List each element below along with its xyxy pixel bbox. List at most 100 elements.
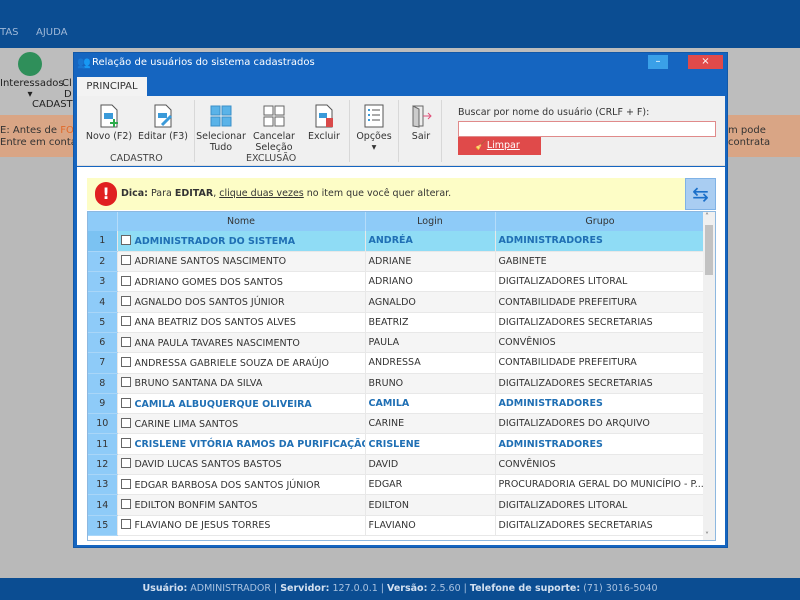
users-icon: 👥 bbox=[77, 56, 91, 69]
scroll-down-icon[interactable]: ˅ bbox=[705, 531, 709, 540]
nome-text: CRISLENE VITÓRIA RAMOS DA PURIFICAÇÃO bbox=[134, 439, 365, 451]
opcoes-button[interactable]: Opções ▾ bbox=[354, 104, 394, 153]
cell-login: FLAVIANO bbox=[365, 515, 496, 536]
refresh-icon: ⇆ bbox=[692, 182, 709, 206]
minimize-button[interactable]: – bbox=[648, 55, 668, 69]
status-servidor: 127.0.0.1 | bbox=[329, 583, 388, 594]
scrollbar-thumb[interactable] bbox=[705, 225, 713, 275]
table-row[interactable]: 3 ADRIANO GOMES DOS SANTOS ADRIANO DIGIT… bbox=[88, 271, 706, 293]
row-number: 10 bbox=[88, 413, 118, 435]
nome-text: ANA BEATRIZ DOS SANTOS ALVES bbox=[134, 317, 296, 329]
table-row[interactable]: 12 DAVID LUCAS SANTOS BASTOS DAVID CONVÊ… bbox=[88, 454, 706, 476]
dropdown-arrow-icon: ▾ bbox=[371, 142, 377, 153]
cell-grupo: CONVÊNIOS bbox=[495, 454, 706, 476]
row-checkbox[interactable] bbox=[120, 296, 131, 307]
cell-grupo: DIGITALIZADORES SECRETARIAS bbox=[495, 373, 706, 394]
row-checkbox[interactable] bbox=[120, 356, 131, 367]
row-checkbox[interactable] bbox=[120, 316, 131, 327]
cell-nome: AGNALDO DOS SANTOS JÚNIOR bbox=[117, 291, 366, 313]
sair-label: Sair bbox=[411, 131, 431, 142]
row-number: 7 bbox=[88, 352, 118, 374]
cell-grupo: CONTABILIDADE PREFEITURA bbox=[495, 352, 706, 374]
row-checkbox[interactable] bbox=[120, 397, 131, 408]
cell-login: ADRIANE bbox=[365, 251, 496, 273]
tip-text: , bbox=[213, 188, 220, 199]
row-number: 5 bbox=[88, 312, 118, 333]
table-row[interactable]: 13 EDGAR BARBOSA DOS SANTOS JÚNIOR EDGAR… bbox=[88, 474, 706, 496]
status-label: Versão: bbox=[387, 583, 428, 594]
status-label: Usuário: bbox=[142, 583, 188, 594]
table-row[interactable]: 4 AGNALDO DOS SANTOS JÚNIOR AGNALDO CONT… bbox=[88, 291, 706, 313]
row-checkbox[interactable] bbox=[120, 255, 131, 266]
scroll-up-icon[interactable]: ˄ bbox=[705, 212, 709, 221]
table-row[interactable]: 11 CRISLENE VITÓRIA RAMOS DA PURIFICAÇÃO… bbox=[88, 433, 706, 455]
menu-item-ajuda[interactable]: AJUDA bbox=[36, 27, 68, 38]
excluir-button[interactable]: Excluir bbox=[304, 104, 344, 142]
interessados-label: Interessados bbox=[0, 78, 64, 89]
nome-text: FLAVIANO DE JESUS TORRES bbox=[134, 520, 271, 532]
table-row[interactable]: 10 CARINE LIMA SANTOS CARINE DIGITALIZAD… bbox=[88, 413, 706, 435]
cell-grupo: PROCURADORIA GERAL DO MUNICÍPIO - P... bbox=[495, 474, 706, 496]
interessados-button[interactable]: Interessados ▾ bbox=[0, 52, 64, 100]
table-row[interactable]: 7 ANDRESSA GABRIELE SOUZA DE ARAÚJO ANDR… bbox=[88, 352, 706, 374]
menu-item-ferramentas[interactable]: TAS bbox=[0, 27, 19, 38]
table-row[interactable]: 8 BRUNO SANTANA DA SILVA BRUNO DIGITALIZ… bbox=[88, 373, 706, 394]
close-button[interactable]: × bbox=[688, 55, 723, 69]
table-row[interactable]: 1 ADMINISTRADOR DO SISTEMA ANDRÉA ADMINI… bbox=[88, 231, 706, 252]
editar-button[interactable]: Editar (F3) bbox=[137, 104, 189, 142]
table-row[interactable]: 2 ADRIANE SANTOS NASCIMENTO ADRIANE GABI… bbox=[88, 251, 706, 273]
row-checkbox[interactable] bbox=[120, 417, 131, 428]
table-row[interactable]: 5 ANA BEATRIZ DOS SANTOS ALVES BEATRIZ D… bbox=[88, 312, 706, 333]
row-checkbox[interactable] bbox=[120, 234, 131, 245]
row-checkbox[interactable] bbox=[120, 377, 131, 388]
sair-button[interactable]: Sair bbox=[404, 104, 438, 142]
new-document-icon bbox=[100, 104, 118, 128]
users-dialog: 👥 Relação de usuários do sistema cadastr… bbox=[73, 52, 728, 548]
row-number: 4 bbox=[88, 291, 118, 313]
novo-button[interactable]: Novo (F2) bbox=[85, 104, 133, 142]
cancelar-selecao-button[interactable]: Cancelar Seleção bbox=[249, 104, 299, 153]
row-checkbox[interactable] bbox=[120, 519, 131, 530]
cell-nome: BRUNO SANTANA DA SILVA bbox=[117, 373, 366, 394]
people-icon bbox=[18, 52, 42, 76]
row-checkbox[interactable] bbox=[120, 438, 131, 449]
column-header-login[interactable]: Login bbox=[365, 212, 496, 231]
row-checkbox[interactable] bbox=[120, 336, 131, 347]
delete-document-icon bbox=[315, 104, 333, 128]
cell-login: BRUNO bbox=[365, 373, 496, 394]
row-checkbox[interactable] bbox=[120, 499, 131, 509]
cell-grupo: ADMINISTRADORES bbox=[495, 433, 706, 455]
cell-nome: FLAVIANO DE JESUS TORRES bbox=[117, 515, 366, 536]
toolbar-partial-label-2: D bbox=[64, 89, 72, 100]
row-checkbox[interactable] bbox=[120, 478, 131, 489]
table-row[interactable]: 14 EDILTON BONFIM SANTOS EDILTON DIGITAL… bbox=[88, 494, 706, 516]
selecionar-tudo-button[interactable]: Selecionar Tudo bbox=[196, 104, 246, 153]
row-checkbox[interactable] bbox=[120, 458, 131, 469]
table-row[interactable]: 9 CAMILA ALBUQUERQUE OLIVEIRA CAMILA ADM… bbox=[88, 393, 706, 415]
table-row[interactable]: 15 FLAVIANO DE JESUS TORRES FLAVIANO DIG… bbox=[88, 515, 706, 536]
vertical-scrollbar[interactable]: ˄ ˅ bbox=[703, 212, 715, 540]
tip-link: clique duas vezes bbox=[219, 188, 304, 199]
content-area: ! Dica: Para EDITAR, clique duas vezes n… bbox=[77, 167, 725, 545]
status-label: Telefone de suporte: bbox=[469, 583, 581, 594]
nome-text: ADMINISTRADOR DO SISTEMA bbox=[134, 235, 296, 247]
row-number: 13 bbox=[88, 474, 118, 496]
row-number: 9 bbox=[88, 393, 118, 415]
column-header-nome[interactable]: Nome bbox=[117, 212, 366, 231]
tab-principal[interactable]: PRINCIPAL bbox=[77, 77, 147, 97]
cell-login: CAMILA bbox=[365, 393, 496, 415]
search-input[interactable] bbox=[458, 121, 716, 137]
table-row[interactable]: 6 ANA PAULA TAVARES NASCIMENTO PAULA CON… bbox=[88, 332, 706, 354]
status-versao: 2.5.60 | bbox=[427, 583, 470, 594]
row-number: 6 bbox=[88, 332, 118, 354]
refresh-button[interactable]: ⇆ bbox=[685, 178, 716, 210]
column-header-grupo[interactable]: Grupo bbox=[495, 212, 706, 231]
row-number: 15 bbox=[88, 515, 118, 536]
nome-text: BRUNO SANTANA DA SILVA bbox=[134, 378, 263, 390]
toolbar-partial-label: Cl bbox=[62, 78, 72, 89]
cell-grupo: CONTABILIDADE PREFEITURA bbox=[495, 291, 706, 313]
row-number: 14 bbox=[88, 494, 118, 516]
limpar-button[interactable]: 🧹Limpar bbox=[458, 137, 541, 155]
row-checkbox[interactable] bbox=[120, 275, 131, 286]
cell-nome: ANA BEATRIZ DOS SANTOS ALVES bbox=[117, 312, 366, 333]
